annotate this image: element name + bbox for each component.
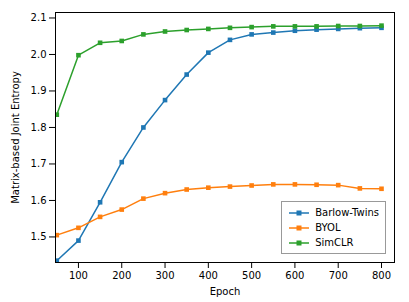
svg-text:700: 700 xyxy=(329,270,348,281)
svg-text:1.8: 1.8 xyxy=(31,122,47,133)
svg-text:Matrix-based Joint Entropy: Matrix-based Joint Entropy xyxy=(10,71,21,204)
svg-text:300: 300 xyxy=(155,270,174,281)
svg-text:500: 500 xyxy=(242,270,261,281)
svg-text:2.1: 2.1 xyxy=(31,12,47,23)
svg-text:200: 200 xyxy=(112,270,131,281)
svg-text:2.0: 2.0 xyxy=(31,49,47,60)
html-text:BYOL: BYOL xyxy=(315,222,341,233)
svg-text:100: 100 xyxy=(69,270,88,281)
svg-text:1.9: 1.9 xyxy=(31,85,47,96)
svg-text:600: 600 xyxy=(285,270,304,281)
html-text:SimCLR: SimCLR xyxy=(315,237,354,248)
svg-text:400: 400 xyxy=(199,270,218,281)
svg-text:1.6: 1.6 xyxy=(31,195,47,206)
svg-text:1.7: 1.7 xyxy=(31,158,47,169)
svg-text:800: 800 xyxy=(372,270,391,281)
svg-text:1.5: 1.5 xyxy=(31,231,47,242)
svg-text:Epoch: Epoch xyxy=(210,286,241,297)
html-text:Barlow-Twins: Barlow-Twins xyxy=(315,207,379,218)
